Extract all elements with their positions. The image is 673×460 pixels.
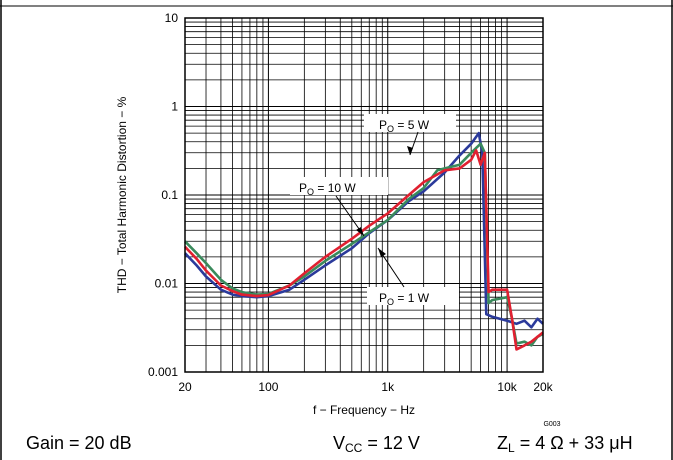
- load-impedance-condition: ZL = 4 Ω + 33 μH: [497, 433, 633, 455]
- annotation-po-10w: PO = 10 W: [290, 177, 388, 237]
- plot-frame: [184, 17, 544, 373]
- x-tick-label: 10k: [497, 380, 517, 394]
- zl-symbol: Z: [497, 433, 508, 453]
- tick-labels: 20 100 1k 10k 20k 0.001 0.01 0.1 1 10: [148, 11, 554, 394]
- y-axis-label: THD − Total Harmonic Distortion − %: [115, 96, 129, 293]
- gain-condition: Gain = 20 dB: [26, 433, 132, 453]
- zl-subscript: L: [508, 441, 515, 455]
- annotation-po-1w: PO = 1 W: [367, 247, 459, 307]
- annotation-po-5w: PO = 5 W: [364, 114, 456, 156]
- vcc-value: = 12 V: [362, 433, 420, 453]
- svg-text:PO = 10 W: PO = 10 W: [299, 181, 356, 197]
- svg-text:PO = 5 W: PO = 5 W: [379, 118, 430, 134]
- zl-value: = 4 Ω + 33 μH: [514, 433, 633, 453]
- y-tick-label: 10: [165, 11, 179, 25]
- x-tick-label: 20: [178, 380, 192, 394]
- x-tick-label: 100: [258, 380, 278, 394]
- arrowhead-icon: [378, 248, 386, 257]
- y-tick-label: 0.01: [155, 277, 179, 291]
- x-tick-label: 1k: [381, 380, 395, 394]
- figure-id: G003: [543, 421, 560, 428]
- arrowhead-icon: [407, 146, 413, 155]
- x-tick-label: 20k: [533, 380, 553, 394]
- y-tick-label: 0.1: [161, 188, 178, 202]
- series-layer: [184, 131, 544, 351]
- series-line-3: [184, 149, 544, 351]
- y-tick-label: 0.001: [148, 365, 178, 379]
- arrowhead-icon: [356, 227, 364, 236]
- vcc-condition: VCC = 12 V: [333, 433, 420, 455]
- svg-text:PO = 1 W: PO = 1 W: [379, 291, 430, 307]
- series-line-1: [184, 131, 544, 329]
- x-axis-label: f − Frequency − Hz: [313, 403, 415, 417]
- vcc-symbol: V: [333, 433, 346, 453]
- vcc-subscript: CC: [345, 441, 363, 455]
- thd-vs-frequency-chart: 20 100 1k 10k 20k 0.001 0.01 0.1 1 10 f − Frequen…: [115, 11, 561, 428]
- y-tick-label: 1: [171, 100, 178, 114]
